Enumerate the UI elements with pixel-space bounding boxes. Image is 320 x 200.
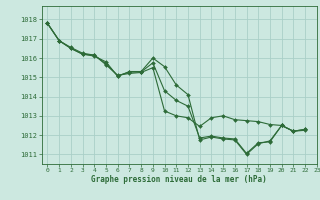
X-axis label: Graphe pression niveau de la mer (hPa): Graphe pression niveau de la mer (hPa) (91, 175, 267, 184)
